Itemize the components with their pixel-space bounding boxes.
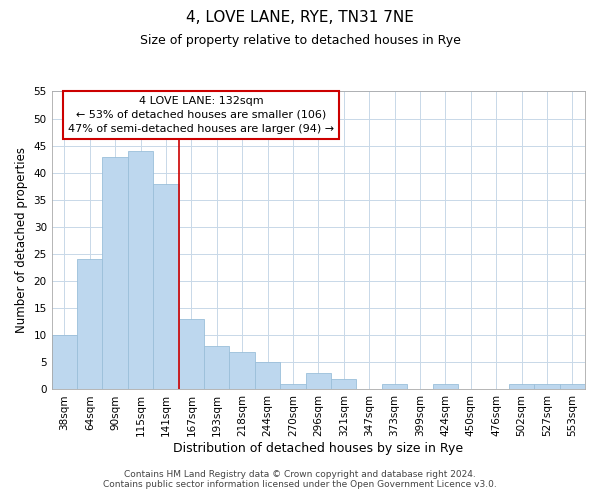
Bar: [103, 156, 128, 390]
Bar: [77, 260, 103, 390]
Bar: [433, 384, 458, 390]
Bar: [331, 378, 356, 390]
Bar: [128, 151, 153, 390]
Text: 4 LOVE LANE: 132sqm
← 53% of detached houses are smaller (106)
47% of semi-detac: 4 LOVE LANE: 132sqm ← 53% of detached ho…: [68, 96, 334, 134]
Text: 4, LOVE LANE, RYE, TN31 7NE: 4, LOVE LANE, RYE, TN31 7NE: [186, 10, 414, 25]
Bar: [153, 184, 179, 390]
Bar: [179, 319, 204, 390]
Bar: [382, 384, 407, 390]
Bar: [229, 352, 255, 390]
Bar: [255, 362, 280, 390]
Y-axis label: Number of detached properties: Number of detached properties: [15, 148, 28, 334]
X-axis label: Distribution of detached houses by size in Rye: Distribution of detached houses by size …: [173, 442, 463, 455]
Bar: [534, 384, 560, 390]
Text: Contains HM Land Registry data © Crown copyright and database right 2024.
Contai: Contains HM Land Registry data © Crown c…: [103, 470, 497, 489]
Bar: [52, 336, 77, 390]
Bar: [305, 373, 331, 390]
Bar: [560, 384, 585, 390]
Text: Size of property relative to detached houses in Rye: Size of property relative to detached ho…: [140, 34, 460, 47]
Bar: [280, 384, 305, 390]
Bar: [509, 384, 534, 390]
Bar: [204, 346, 229, 390]
